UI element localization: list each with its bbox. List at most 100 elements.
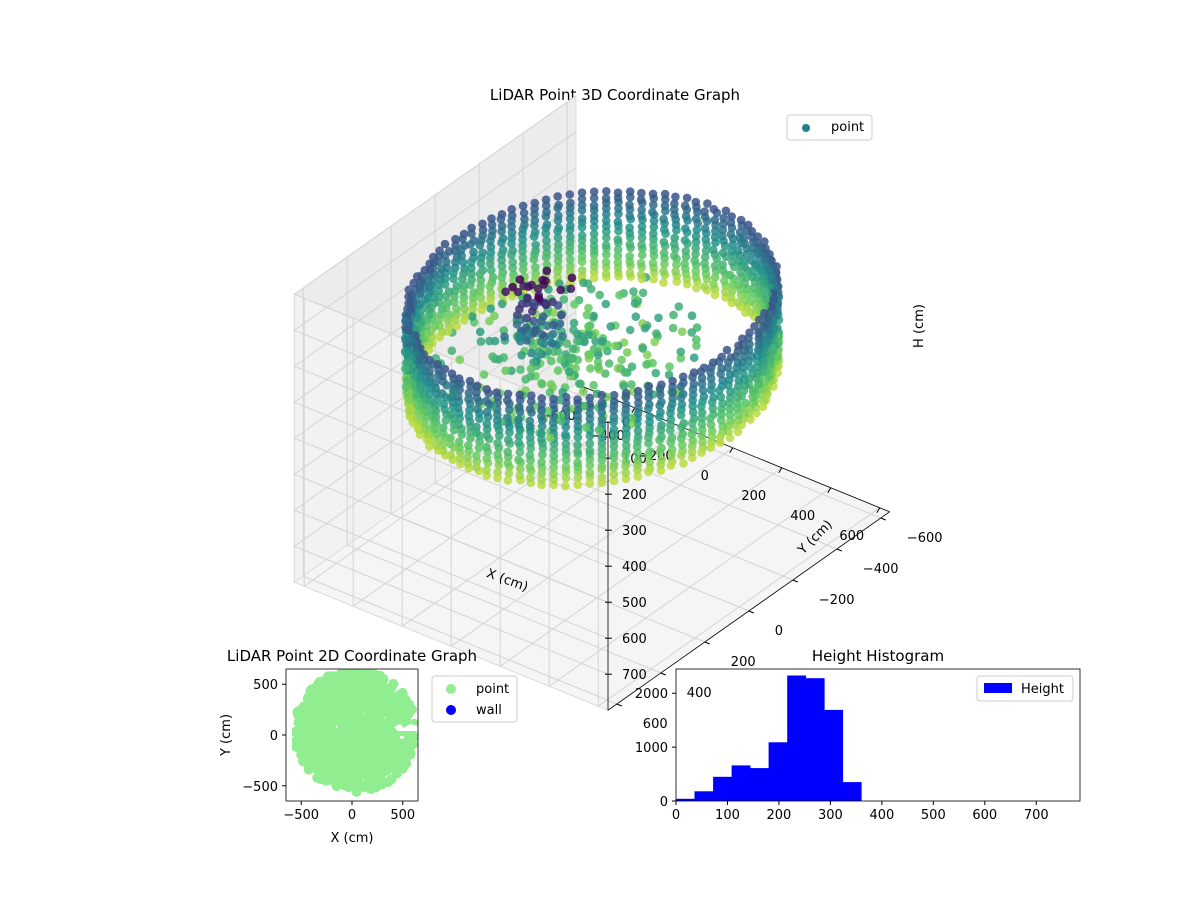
point-3d xyxy=(690,256,699,265)
point-3d xyxy=(561,481,570,491)
legend-hist-label: Height xyxy=(1021,682,1064,697)
point-3d xyxy=(640,323,650,333)
x-tick-label-2d: −500 xyxy=(283,808,319,823)
point-3d xyxy=(525,451,535,460)
point-3d xyxy=(649,200,658,210)
point-3d xyxy=(549,463,559,472)
point-3d xyxy=(519,281,528,291)
point-3d xyxy=(553,203,562,213)
point-3d xyxy=(565,190,575,199)
point-3d xyxy=(401,335,411,345)
point-3d xyxy=(632,442,642,451)
point-3d xyxy=(659,266,668,276)
y-tick-label-hist: 0 xyxy=(660,795,668,810)
point-3d xyxy=(459,286,468,296)
x-tick-label: 600 xyxy=(839,529,864,544)
point-3d xyxy=(601,257,611,267)
point-3d xyxy=(648,189,658,199)
point-3d xyxy=(746,255,756,265)
y-tick xyxy=(880,517,886,521)
point-3d xyxy=(692,335,701,344)
point-3d xyxy=(455,355,465,365)
point-3d xyxy=(561,455,571,465)
point-3d xyxy=(637,250,647,260)
point-3d xyxy=(625,187,635,196)
point-3d xyxy=(597,455,607,465)
point-3d xyxy=(512,320,522,329)
point-3d xyxy=(609,406,618,415)
point-3d xyxy=(650,337,659,347)
point-3d xyxy=(700,207,709,216)
point-3d xyxy=(482,431,492,440)
point-3d xyxy=(458,234,467,244)
point-3d xyxy=(537,394,547,403)
point-2d xyxy=(332,691,343,702)
axes-hist-frame xyxy=(675,668,1081,802)
point-3d xyxy=(529,316,538,326)
point-3d xyxy=(585,439,595,448)
point-3d xyxy=(697,413,707,423)
point-3d xyxy=(589,211,599,221)
point-3d xyxy=(466,280,475,290)
point-3d xyxy=(725,410,735,419)
point-3d xyxy=(589,187,599,196)
point-3d xyxy=(565,255,575,264)
point-3d xyxy=(515,471,524,480)
point-2d xyxy=(337,730,348,741)
point-3d xyxy=(586,364,595,373)
grid-line-h xyxy=(293,131,609,459)
point-3d xyxy=(503,396,512,405)
point-3d xyxy=(584,350,593,359)
point-3d xyxy=(464,441,473,450)
point-2d xyxy=(372,775,382,786)
point-3d xyxy=(711,226,720,236)
point-3d xyxy=(613,245,623,254)
point-3d xyxy=(701,235,710,244)
point-3d xyxy=(706,443,716,452)
point-3d xyxy=(547,338,557,348)
point-3d xyxy=(507,250,516,260)
point-2d xyxy=(337,753,348,764)
point-3d xyxy=(644,450,653,460)
point-2d-gap-bl xyxy=(286,779,304,801)
point-3d xyxy=(571,363,580,373)
point-3d xyxy=(577,223,587,232)
point-3d xyxy=(536,317,546,326)
grid-line-y xyxy=(347,544,661,674)
point-3d xyxy=(565,247,575,257)
point-3d xyxy=(698,437,707,447)
point-3d xyxy=(476,337,486,346)
point-3d xyxy=(669,310,678,320)
point-3d xyxy=(432,441,441,450)
point-3d xyxy=(613,188,623,197)
point-3d xyxy=(688,408,698,417)
point-3d xyxy=(732,398,742,408)
point-3d xyxy=(577,188,587,197)
point-3d xyxy=(438,423,448,432)
point-2d xyxy=(348,674,359,685)
point-2d xyxy=(341,678,352,689)
point-2d xyxy=(375,670,385,681)
point-3d xyxy=(609,430,619,440)
y-tick-label: −200 xyxy=(819,593,855,608)
point-3d xyxy=(655,412,664,422)
point-3d xyxy=(649,222,659,232)
z-tick-label: 400 xyxy=(622,560,647,575)
point-3d xyxy=(514,438,523,447)
point-3d xyxy=(688,401,697,411)
point-3d xyxy=(567,273,577,283)
point-3d xyxy=(525,462,535,472)
point-3d xyxy=(621,468,631,478)
point-3d xyxy=(537,435,546,444)
point-3d xyxy=(656,425,666,435)
point-3d xyxy=(625,268,635,278)
point-3d xyxy=(561,473,571,483)
point-3d xyxy=(666,461,676,470)
x-tick-label-hist: 200 xyxy=(767,808,792,823)
point-3d xyxy=(625,251,634,261)
points-2d xyxy=(286,669,418,801)
point-3d xyxy=(631,312,641,322)
point-3d xyxy=(517,351,526,360)
point-3d xyxy=(401,382,411,392)
point-3d xyxy=(660,189,670,199)
